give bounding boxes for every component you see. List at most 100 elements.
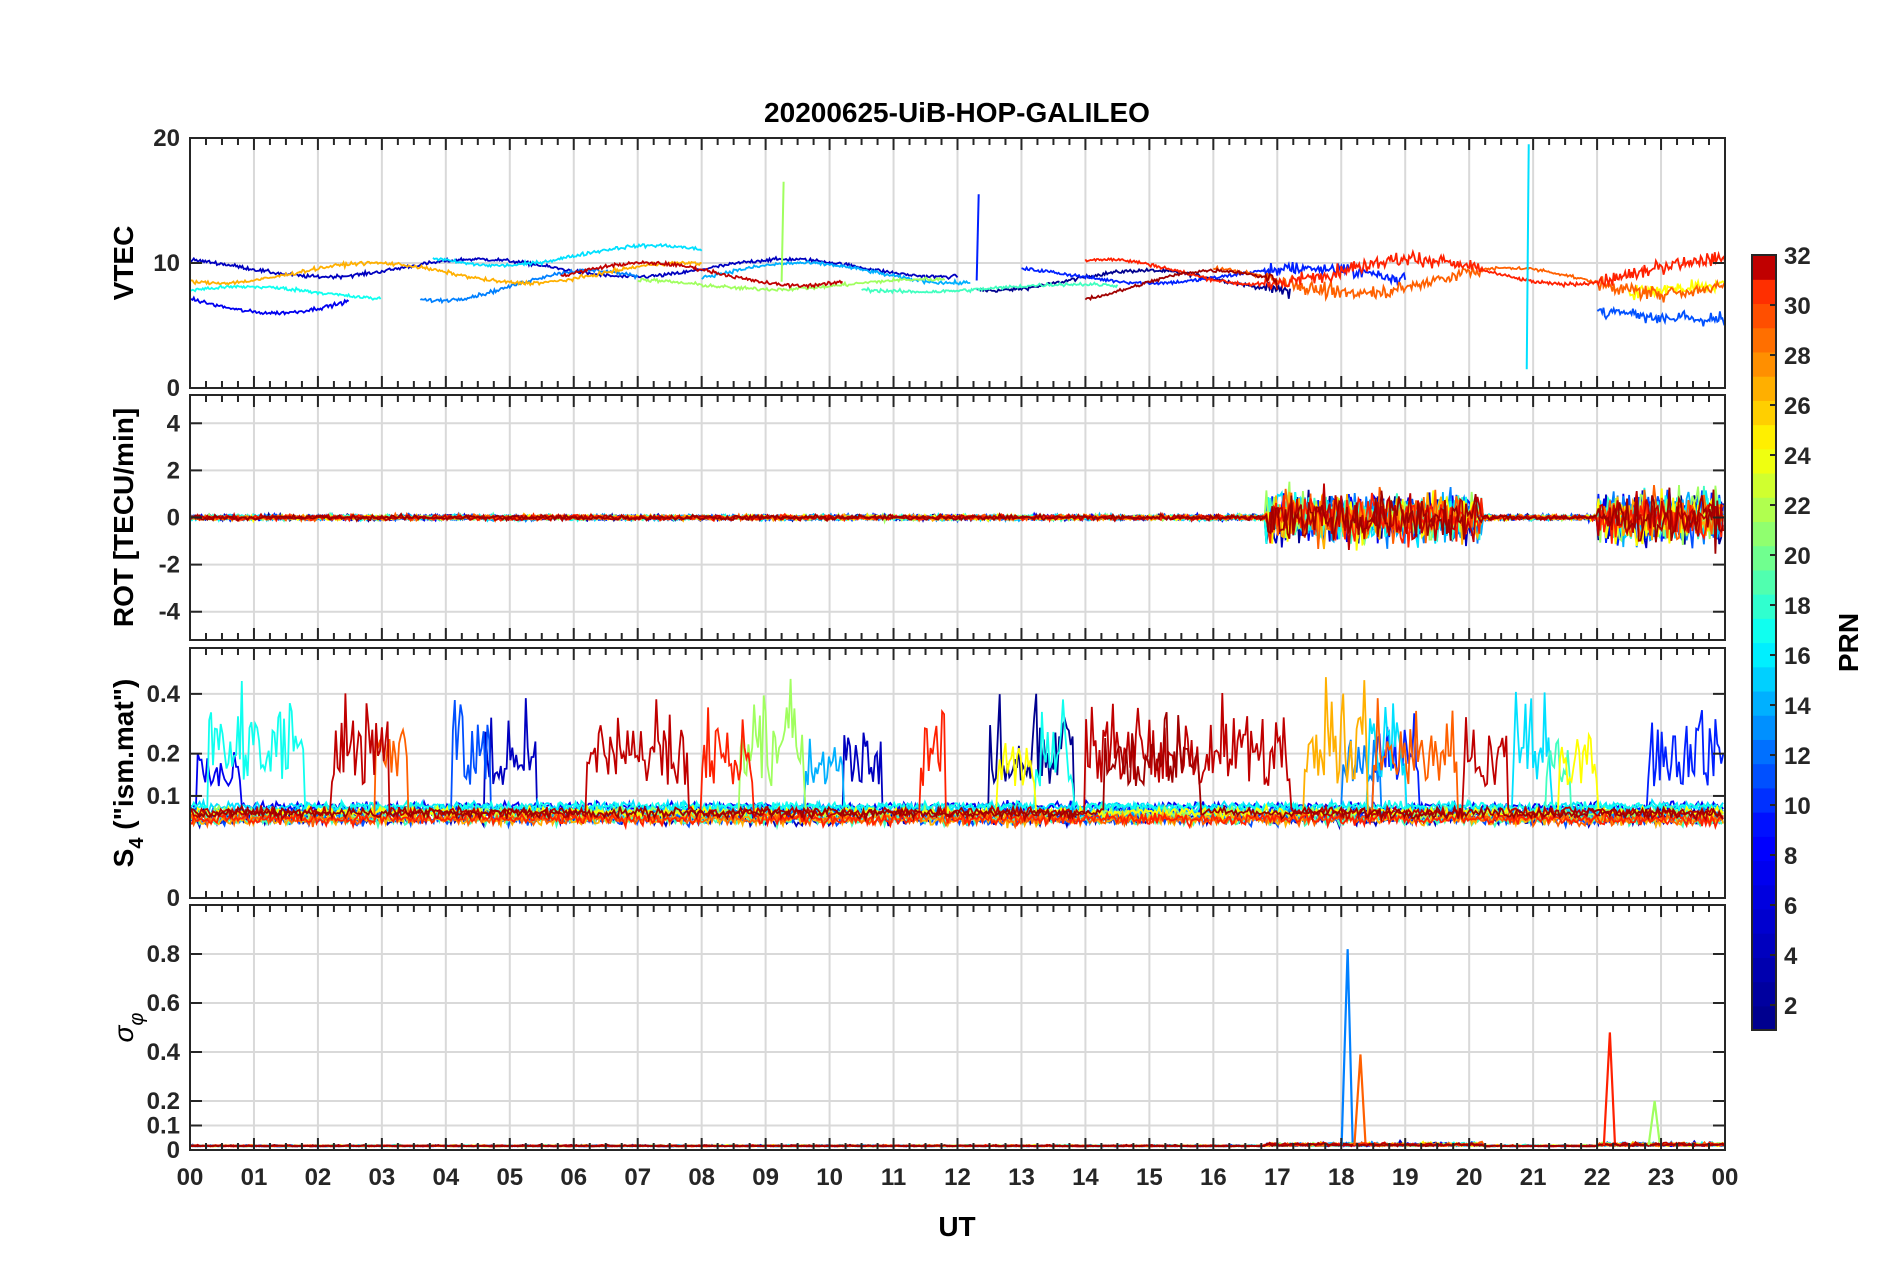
series-prn-23	[190, 260, 702, 287]
x-tick-label: 14	[1072, 1164, 1099, 1191]
x-tick-label: 19	[1392, 1164, 1419, 1191]
colorbar-segment	[1752, 376, 1776, 401]
series-prn-15	[861, 281, 1119, 295]
x-tick-label: 16	[1200, 1164, 1227, 1191]
colorbar-tick-label: 28	[1784, 343, 1811, 370]
y-tick-label: 4	[167, 410, 181, 437]
colorbar-label: PRN	[1833, 613, 1864, 672]
vtec-spike-prn-11	[1525, 144, 1530, 370]
series-prn-1	[976, 267, 1291, 299]
vtec-spike-prn-18	[780, 181, 785, 282]
colorbar-segment	[1752, 787, 1776, 813]
y-tick-label: 0	[167, 1137, 180, 1164]
y-axis-label-sigma-phi: σφ	[108, 1013, 148, 1043]
colorbar-segment	[1752, 448, 1776, 474]
colorbar-segment	[1752, 836, 1776, 862]
series-group	[190, 481, 1724, 554]
series-group	[190, 677, 1724, 831]
colorbar-segment	[1752, 594, 1776, 619]
y-tick-label: -2	[159, 552, 180, 579]
x-tick-label: 15	[1136, 1164, 1163, 1191]
series-prn-31	[190, 711, 1724, 823]
colorbar-tick-label: 6	[1784, 893, 1797, 920]
colorbar-tick-label: 14	[1784, 693, 1811, 720]
x-tick-label: 04	[432, 1164, 459, 1191]
colorbar-tick-label: 24	[1784, 443, 1811, 470]
series-prn-31	[1084, 267, 1279, 302]
x-tick-label: 17	[1264, 1164, 1291, 1191]
series-prn-31	[190, 487, 1724, 554]
x-tick-label: 10	[816, 1164, 843, 1191]
colorbar-tick-label: 4	[1784, 943, 1798, 970]
colorbar-tick-label: 18	[1784, 593, 1811, 620]
colorbar-segment	[1752, 1005, 1776, 1031]
series-prn-27	[1084, 248, 1725, 290]
x-tick-label: 20	[1456, 1164, 1483, 1191]
x-tick-label: 03	[369, 1164, 396, 1191]
series-group	[190, 144, 1725, 370]
colorbar-tick-label: 2	[1784, 993, 1797, 1020]
series-prn-6	[419, 268, 639, 305]
colorbar-segment	[1752, 763, 1776, 789]
colorbar-tick-label: 26	[1784, 393, 1811, 420]
series-prn-13	[190, 284, 382, 301]
x-tick-label: 18	[1328, 1164, 1355, 1191]
colorbar-tick-label: 10	[1784, 793, 1811, 820]
series-prn-11	[432, 242, 703, 269]
series-prn-8	[701, 259, 971, 286]
colorbar-segment	[1752, 715, 1776, 740]
x-tick-label: 09	[752, 1164, 779, 1191]
x-tick-label: 13	[1008, 1164, 1035, 1191]
y-tick-label: 0	[167, 885, 180, 912]
sigma-spike-prn-6	[1340, 949, 1354, 1146]
panel-vtec: 0 10 20 VTEC	[108, 125, 1726, 402]
vtec-spike-prn-4	[975, 194, 980, 281]
colorbar-tick-label: 12	[1784, 743, 1811, 770]
y-tick-label: 0.4	[147, 681, 181, 708]
colorbar-segment	[1752, 908, 1776, 934]
series-prn-3	[190, 295, 350, 316]
x-tick-label: 12	[944, 1164, 971, 1191]
series-prn-18	[637, 276, 946, 293]
colorbar-segment	[1752, 279, 1776, 305]
y-tick-label: 2	[167, 457, 180, 484]
colorbar-segment	[1752, 472, 1776, 498]
colorbar-tick-label: 16	[1784, 643, 1811, 670]
x-tick-label: 00	[177, 1164, 204, 1191]
y-axis-label-rot: ROT [TECU/min]	[108, 408, 139, 627]
x-axis-label: UT	[938, 1211, 975, 1242]
y-tick-label: 0	[167, 375, 180, 402]
panel-s4: 0 0.1 0.2 0.4S4 ("ism.mat")	[108, 647, 1726, 912]
colorbar-segment	[1752, 351, 1776, 377]
colorbar-frame	[1751, 254, 1777, 1031]
series-prn-5	[1596, 305, 1725, 327]
y-tick-label: 0.2	[147, 1088, 180, 1115]
x-tick-label: 21	[1520, 1164, 1547, 1191]
series-prn-25	[1212, 264, 1725, 303]
y-tick-label: 0	[167, 505, 180, 532]
colorbar-tick-label: 32	[1784, 243, 1811, 270]
colorbar-segment	[1752, 933, 1776, 958]
y-axis-label-s4: S4 ("ism.mat")	[108, 679, 148, 868]
colorbar-segment	[1752, 690, 1776, 716]
colorbar-segment	[1752, 497, 1776, 523]
x-tick-label: 01	[241, 1164, 268, 1191]
panel-sigma-phi: 00.10.2 0.4 0.6 0.8 σφ 00 01 02 03 04 05 06 07 08 09 10…	[108, 904, 1738, 1191]
y-tick-label: 0.1	[147, 1113, 180, 1140]
x-tick-label: 07	[624, 1164, 651, 1191]
colorbar-segment	[1752, 981, 1776, 1007]
colorbar-tick-label: 8	[1784, 843, 1797, 870]
colorbar-segment	[1752, 424, 1776, 450]
y-tick-label: 0.4	[147, 1039, 181, 1066]
series-prn-30	[190, 692, 1724, 824]
sigma-spike-prn-25	[1353, 1054, 1367, 1146]
series-prn-30	[560, 259, 844, 290]
colorbar-tick-label: 30	[1784, 293, 1811, 320]
colorbar-segment	[1752, 521, 1776, 547]
colorbar-segment	[1752, 957, 1776, 983]
panel-rot: -4 -2 0 2 4 ROT [TECU/min]	[108, 394, 1726, 641]
y-tick-label: -4	[159, 599, 181, 626]
